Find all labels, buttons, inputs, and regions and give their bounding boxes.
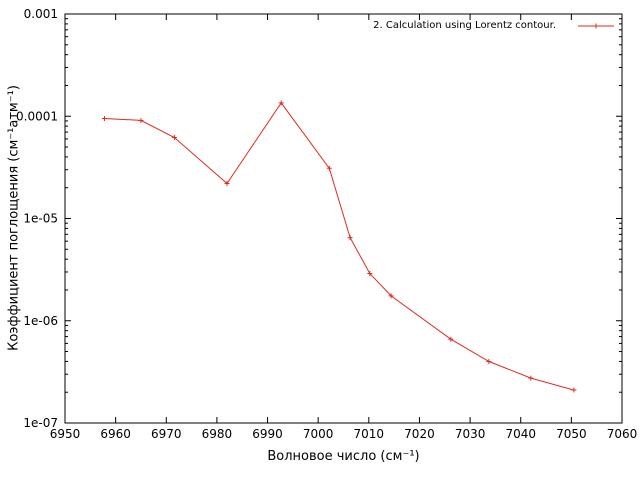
x-tick-label: 6990 <box>252 427 283 441</box>
x-tick-label: 7040 <box>505 427 536 441</box>
x-axis-title: Волновое число (см⁻¹) <box>267 449 420 464</box>
x-tick-label: 7020 <box>404 427 435 441</box>
series-line <box>104 102 575 391</box>
x-tick-label: 7050 <box>556 427 587 441</box>
data-point-marker <box>571 387 577 393</box>
y-tick-label: 0.0001 <box>16 109 58 123</box>
data-point-marker <box>347 235 353 241</box>
y-tick-label: 0.001 <box>24 7 58 21</box>
data-point-marker <box>326 165 332 171</box>
data-point-marker <box>448 336 454 342</box>
plot-border <box>64 13 623 424</box>
x-tick-label: 7000 <box>303 427 334 441</box>
y-axis-title: Коэффициент поглощения (см⁻¹атм⁻¹) <box>6 85 22 351</box>
data-point-marker <box>171 134 177 140</box>
data-point-marker <box>101 116 107 122</box>
data-point-marker <box>138 117 144 123</box>
x-tick-label: 7010 <box>354 427 385 441</box>
data-point-marker <box>388 293 394 299</box>
data-point-marker <box>486 358 492 364</box>
data-point-marker <box>224 180 230 186</box>
y-tick-label: 1e-06 <box>23 314 58 328</box>
x-tick-label: 6980 <box>202 427 233 441</box>
legend-label: 2. Calculation using Lorentz contour. <box>373 20 556 31</box>
data-point-marker <box>367 270 373 276</box>
x-tick-label: 6950 <box>50 427 81 441</box>
x-tick-label: 6960 <box>100 427 131 441</box>
legend-line-sample-icon <box>578 23 614 29</box>
y-tick-label: 1e-07 <box>23 416 58 430</box>
legend: 2. Calculation using Lorentz contour. <box>373 20 615 32</box>
x-tick-label: 7060 <box>607 427 638 441</box>
x-tick-label: 6970 <box>151 427 182 441</box>
y-tick-label: 1e-05 <box>23 212 58 226</box>
data-point-marker <box>278 100 284 106</box>
legend-sample-marker <box>593 23 599 29</box>
data-point-marker <box>528 375 534 381</box>
x-tick-label: 7030 <box>455 427 486 441</box>
